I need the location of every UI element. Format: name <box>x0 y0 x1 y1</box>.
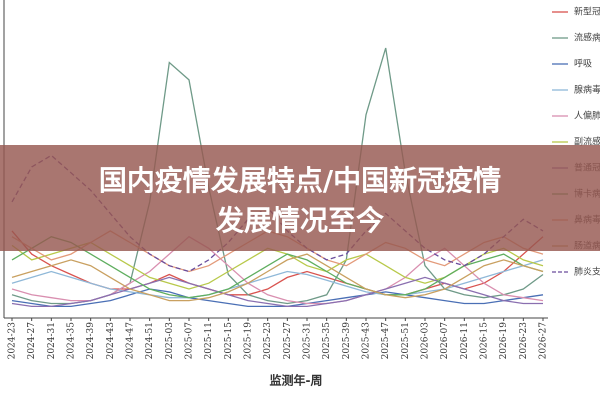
x-tick-label: 2024-51 <box>145 322 155 359</box>
x-tick-label: 2024-39 <box>86 322 96 360</box>
banner-background <box>0 145 600 251</box>
x-tick-label: 2025-15 <box>224 322 234 360</box>
x-tick-label: 2025-19 <box>244 322 254 360</box>
x-tick-label: 2025-23 <box>263 322 273 360</box>
x-axis-title: 监测年-周 <box>270 373 323 388</box>
x-tick-label: 2026-23 <box>519 322 529 360</box>
x-tick-label: 2025-43 <box>362 322 372 360</box>
x-tick-label: 2025-27 <box>283 322 293 360</box>
x-tick-label: 2024-31 <box>47 322 57 359</box>
x-tick-label: 2024-35 <box>67 322 77 360</box>
x-tick-label: 2025-35 <box>322 322 332 360</box>
x-tick-label: 2026-07 <box>440 322 450 360</box>
x-tick-label: 2024-47 <box>126 322 136 360</box>
legend-label: 人偏肺 <box>574 110 600 122</box>
x-tick-label: 2024-43 <box>106 322 116 360</box>
x-tick-label: 2024-23 <box>8 322 18 360</box>
x-tick-label: 2026-15 <box>480 322 490 360</box>
legend-label: 副流感 <box>574 136 600 148</box>
legend-label: 流感病 <box>574 32 600 44</box>
x-tick-label: 2025-07 <box>185 322 195 360</box>
x-tick-label: 2025-03 <box>165 322 175 360</box>
x-tick-label: 2025-51 <box>401 322 411 359</box>
series-line <box>11 253 544 302</box>
legend-label: 新型冠 <box>574 6 600 18</box>
x-tick-label: 2026-27 <box>539 322 549 360</box>
legend-label: 腺病毒 <box>574 84 600 96</box>
legend-label: 呼吸 <box>574 59 592 70</box>
x-tick-label: 2025-31 <box>303 322 313 359</box>
x-tick-label: 2025-11 <box>204 322 214 359</box>
banner-title: 国内疫情发展特点/中国新冠疫情 <box>99 164 501 197</box>
series-line <box>11 235 544 299</box>
series-line <box>11 288 544 308</box>
series-line <box>11 276 543 308</box>
x-tick-label: 2024-27 <box>27 322 37 360</box>
x-tick-label: 2026-03 <box>421 322 431 360</box>
x-tick-label: 2025-47 <box>381 322 391 360</box>
x-tick-label: 2025-39 <box>342 322 352 360</box>
legend-label: 肺炎支 <box>574 266 600 278</box>
x-tick-label: 2026-19 <box>499 322 509 360</box>
banner-title: 发展情况至今 <box>215 204 384 237</box>
x-tick-label: 2026-11 <box>460 322 470 359</box>
